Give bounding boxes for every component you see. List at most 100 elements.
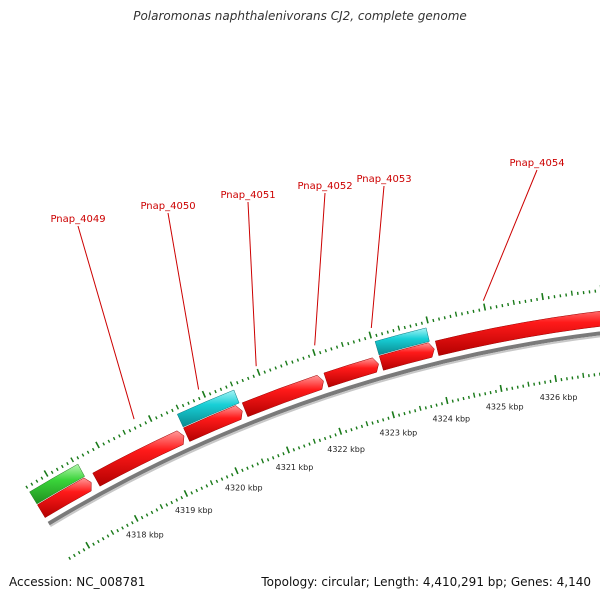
inner-tick-minor — [303, 444, 306, 448]
outer-tick-minor — [461, 312, 463, 316]
inner-tick-minor — [260, 458, 265, 464]
inner-tick-minor — [430, 404, 433, 409]
inner-tick-major — [391, 411, 395, 419]
inner-tick-major — [499, 384, 503, 392]
inner-tick-minor — [155, 508, 159, 512]
inner-tick-minor — [200, 486, 204, 490]
outer-tick-minor — [432, 318, 435, 323]
forward-gene[interactable] — [434, 304, 600, 356]
backbone-layer — [47, 331, 600, 528]
outer-tick-minor — [392, 329, 395, 333]
inner-tick-minor — [110, 529, 115, 535]
inner-tick-minor — [190, 491, 194, 495]
gene-label: Pnap_4054 — [509, 158, 564, 169]
inner-tick-minor — [408, 410, 411, 414]
outer-tick-major — [483, 303, 487, 311]
forward-gene[interactable] — [92, 430, 185, 487]
outer-tick-minor — [472, 309, 475, 313]
forward-gene[interactable] — [323, 357, 379, 388]
inner-tick-minor — [266, 458, 270, 462]
inner-tick-minor — [116, 528, 120, 533]
inner-tick-minor — [292, 448, 296, 452]
outer-tick-minor — [559, 294, 562, 298]
reverse-gene[interactable] — [374, 327, 430, 356]
forward-gene[interactable] — [37, 477, 92, 518]
forward-gene[interactable] — [378, 342, 435, 371]
feature-layer — [29, 304, 600, 518]
forward-gene[interactable] — [241, 374, 324, 418]
inner-tick-minor — [350, 428, 353, 432]
inner-tick-minor — [495, 389, 497, 394]
outer-tick-minor — [219, 387, 223, 391]
outer-tick-minor — [50, 470, 54, 474]
scale-label: 4319 kbp — [175, 506, 213, 515]
inner-tick-major — [183, 489, 189, 497]
inner-tick-minor — [130, 521, 134, 525]
inner-tick-minor — [92, 542, 95, 546]
outer-tick-major — [43, 470, 49, 477]
outer-tick-minor — [175, 404, 180, 410]
outer-tick-major — [368, 331, 372, 339]
inner-tick-minor — [345, 429, 348, 434]
outer-tick-minor — [187, 401, 190, 405]
inner-tick-minor — [435, 403, 438, 407]
outer-tick-minor — [269, 368, 272, 372]
outer-tick-minor — [420, 321, 423, 325]
inner-tick-minor — [403, 412, 406, 416]
inner-tick-minor — [489, 390, 492, 395]
inner-tick-minor — [82, 548, 86, 552]
outer-tick-minor — [112, 436, 116, 441]
outer-tick-minor — [352, 340, 355, 344]
outer-tick-minor — [181, 403, 185, 408]
outer-tick-minor — [198, 396, 201, 401]
outer-tick-minor — [518, 300, 521, 305]
inner-tick-minor — [566, 377, 568, 381]
outer-tick-minor — [335, 345, 339, 349]
inner-tick-minor — [150, 510, 154, 515]
reverse-gene[interactable] — [176, 389, 240, 428]
outer-tick-minor — [165, 411, 169, 415]
inner-tick-major — [133, 514, 139, 522]
inner-tick-minor — [170, 500, 174, 505]
inner-tick-minor — [277, 454, 280, 458]
inner-tick-minor — [398, 413, 401, 417]
outer-tick-ring — [25, 285, 600, 489]
outer-tick-minor — [160, 413, 163, 417]
gene-label: Pnap_4049 — [50, 214, 105, 225]
outer-tick-minor — [144, 421, 148, 425]
inner-tick-minor — [533, 382, 536, 386]
outer-tick-minor — [364, 336, 367, 341]
outer-tick-minor — [296, 358, 300, 362]
inner-tick-minor — [516, 385, 519, 389]
inner-tick-minor — [318, 438, 322, 443]
outer-tick-major — [147, 415, 153, 423]
scale-label: 4324 kbp — [432, 415, 470, 424]
inner-tick-minor — [126, 523, 129, 528]
outer-tick-minor — [252, 374, 255, 378]
other-feature[interactable] — [29, 463, 85, 505]
inner-tick-minor — [484, 392, 487, 396]
inner-tick-minor — [106, 534, 110, 538]
inner-tick-minor — [387, 416, 390, 420]
gene-label: Pnap_4051 — [220, 190, 275, 201]
inner-tick-minor — [205, 484, 209, 488]
inner-tick-minor — [165, 503, 169, 507]
inner-tick-major — [234, 467, 239, 475]
inner-tick-minor — [77, 550, 81, 555]
outer-tick-minor — [524, 299, 527, 304]
outer-tick-minor — [214, 389, 217, 394]
outer-tick-minor — [122, 429, 126, 435]
inner-tick-minor — [505, 387, 508, 391]
inner-tick-minor — [145, 513, 149, 517]
outer-tick-minor — [565, 293, 568, 297]
outer-tick-minor — [263, 370, 266, 374]
label-leader-line — [482, 169, 538, 301]
forward-gene[interactable] — [183, 405, 243, 442]
inner-tick-minor — [121, 526, 124, 530]
label-leader-line — [370, 185, 385, 329]
outer-tick-major — [541, 292, 544, 301]
inner-tick-minor — [424, 406, 427, 410]
outer-tick-minor — [133, 426, 137, 430]
outer-tick-minor — [530, 298, 533, 303]
outer-tick-minor — [324, 349, 327, 353]
